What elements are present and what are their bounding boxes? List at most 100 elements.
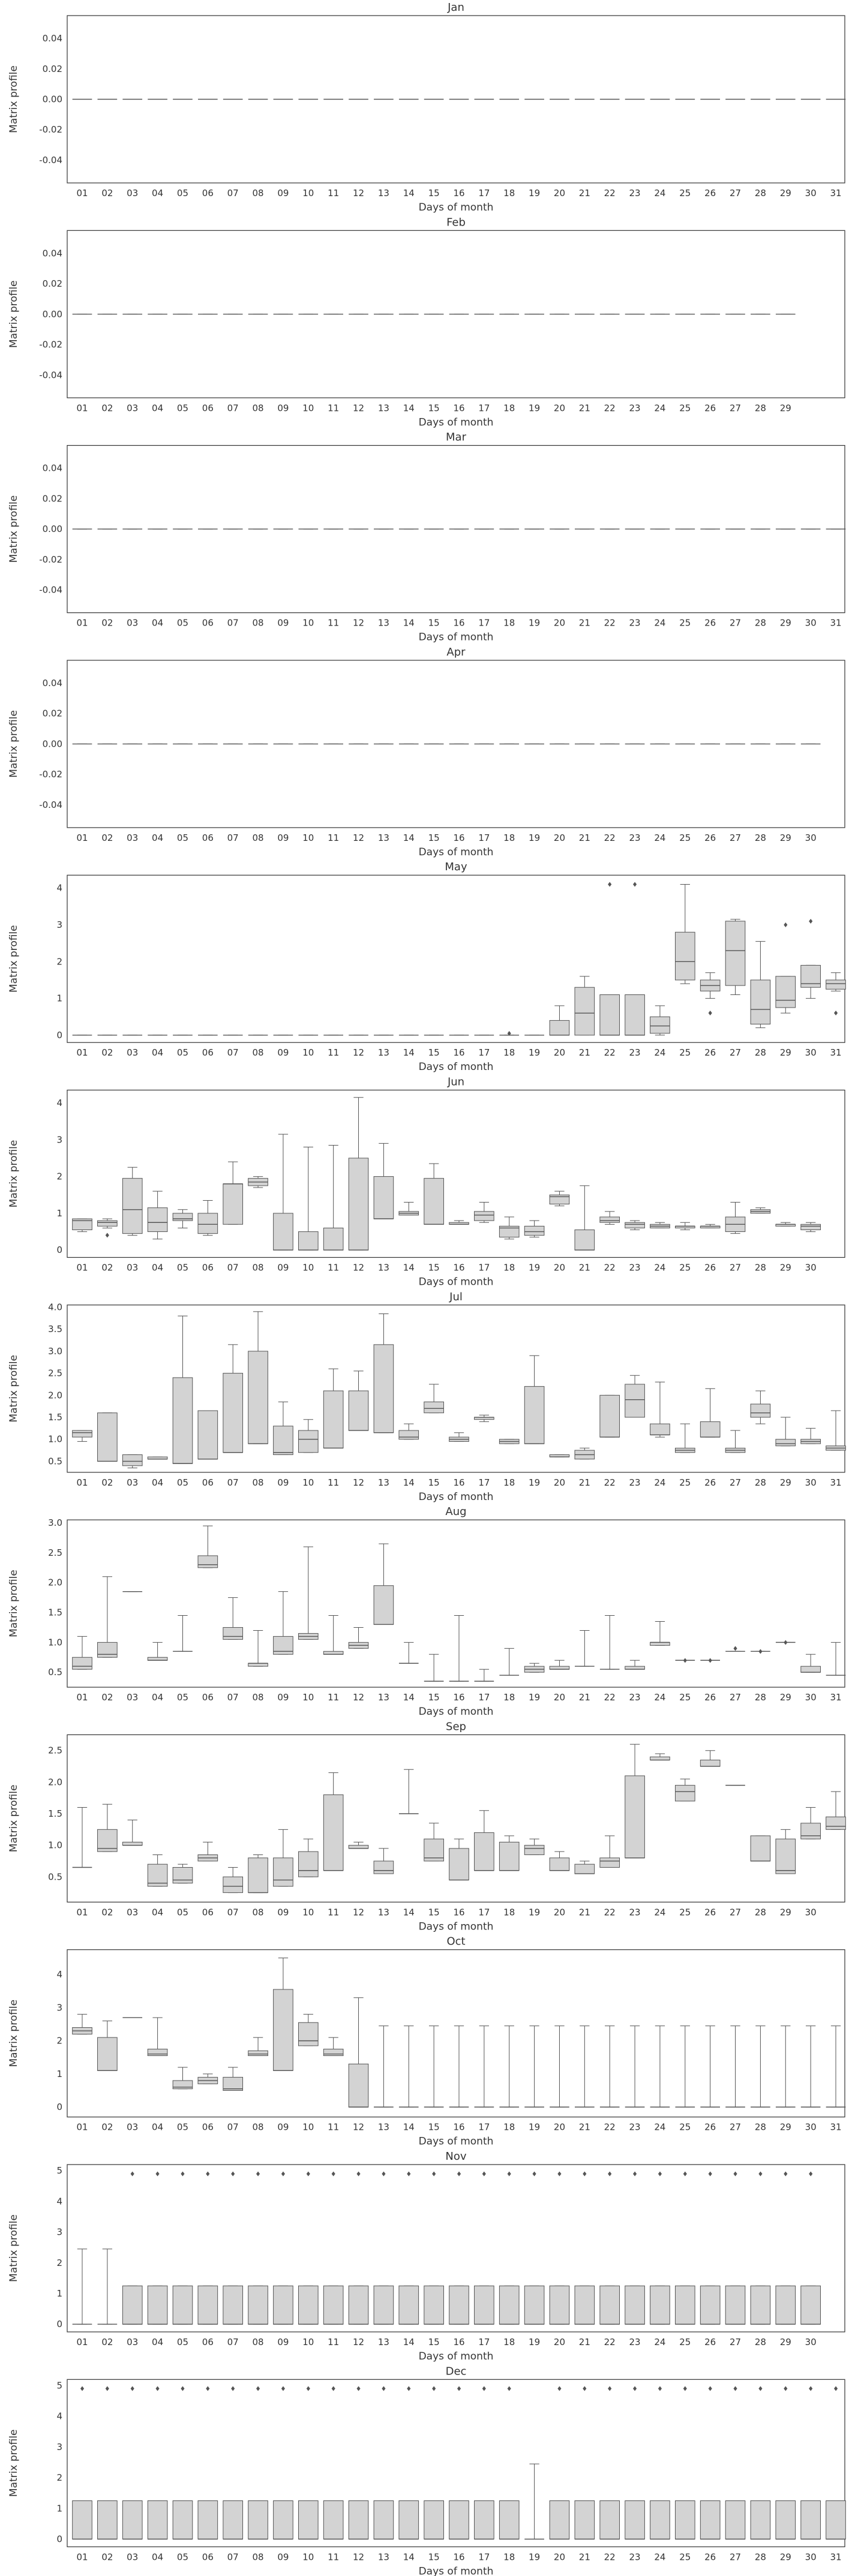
box-iqr bbox=[248, 1663, 268, 1667]
flier-point: ♦ bbox=[180, 2170, 186, 2178]
box-20 bbox=[549, 2500, 570, 2540]
x-tick-label: 10 bbox=[302, 1907, 314, 1917]
y-tick-label: 2 bbox=[56, 2258, 62, 2268]
x-tick-label: 02 bbox=[101, 2122, 113, 2133]
box-25 bbox=[675, 2025, 695, 2108]
box-iqr bbox=[122, 1841, 143, 1846]
box-iqr bbox=[599, 2500, 620, 2540]
box-24 bbox=[650, 1005, 670, 1036]
x-tick-label: 16 bbox=[453, 1477, 464, 1488]
x-tick-label: 18 bbox=[503, 1692, 515, 1703]
box-07 bbox=[223, 1161, 244, 1225]
x-tick-label: 09 bbox=[277, 2551, 289, 2562]
x-tick-label: 17 bbox=[478, 2551, 490, 2562]
box-19 bbox=[524, 2463, 544, 2540]
x-tick-label: 12 bbox=[353, 1477, 364, 1488]
x-tick-label: 04 bbox=[152, 1477, 163, 1488]
box-iqr bbox=[223, 2285, 244, 2325]
x-tick-label: 30 bbox=[805, 2337, 817, 2347]
box-29 bbox=[775, 2285, 796, 2325]
x-tick-label: 01 bbox=[76, 832, 88, 843]
box-iqr bbox=[599, 2285, 620, 2325]
x-tick-label: 31 bbox=[830, 2551, 841, 2562]
box-iqr bbox=[524, 2285, 545, 2325]
flier-point: ♦ bbox=[255, 2385, 261, 2393]
box-22 bbox=[599, 2285, 620, 2325]
x-tick-label: 06 bbox=[202, 1692, 214, 1703]
box-13 bbox=[373, 2500, 394, 2540]
x-tick-label: 09 bbox=[277, 2122, 289, 2133]
flier-point: ♦ bbox=[280, 2170, 286, 2178]
box-iqr bbox=[499, 2285, 520, 2325]
box-20 bbox=[549, 1191, 570, 1207]
box-23 bbox=[625, 2500, 645, 2540]
box-09 bbox=[273, 2500, 293, 2540]
box-22 bbox=[599, 1394, 620, 1438]
box-02 bbox=[97, 1218, 118, 1228]
box-04 bbox=[147, 1642, 168, 1661]
flier-point: ♦ bbox=[356, 2170, 362, 2178]
x-tick-label: 26 bbox=[704, 1263, 716, 1273]
x-tick-label: 23 bbox=[629, 1263, 641, 1273]
box-15 bbox=[424, 2285, 444, 2325]
x-axis-label: Days of month bbox=[419, 2136, 494, 2148]
box-iqr bbox=[750, 979, 771, 1025]
box-18 bbox=[499, 1648, 520, 1676]
flier-point: ♦ bbox=[682, 1657, 688, 1664]
box-iqr bbox=[373, 1860, 394, 1874]
x-tick-label: 11 bbox=[328, 618, 339, 629]
panel-aug: Aug Days of month Matrix profile 0.5 1.0 1.5 2… bbox=[8, 1505, 846, 1718]
box-iqr bbox=[298, 1851, 319, 1877]
box-iqr bbox=[398, 2500, 419, 2540]
box-iqr bbox=[223, 1627, 244, 1640]
y-axis-label: Matrix profile bbox=[8, 1785, 20, 1853]
box-iqr bbox=[298, 2022, 319, 2046]
box-iqr bbox=[147, 2048, 168, 2056]
x-tick-label: 16 bbox=[453, 2337, 464, 2347]
box-iqr bbox=[725, 2285, 746, 2325]
x-tick-label: 10 bbox=[302, 188, 314, 199]
box-08 bbox=[248, 2037, 268, 2056]
x-tick-label: 12 bbox=[353, 2122, 364, 2133]
x-tick-label: 04 bbox=[152, 832, 163, 843]
box-19 bbox=[524, 1355, 545, 1444]
x-tick-label: 16 bbox=[453, 402, 464, 413]
box-16 bbox=[449, 1615, 469, 1682]
box-iqr bbox=[524, 1386, 545, 1444]
box-iqr bbox=[499, 1841, 520, 1871]
panel-sep: Sep Days of month Matrix profile 0.5 1.0 1.5 2… bbox=[8, 1720, 846, 1932]
x-tick-label: 02 bbox=[101, 1047, 113, 1058]
x-tick-label: 11 bbox=[328, 1692, 339, 1703]
x-tick-label: 24 bbox=[654, 188, 665, 199]
box-01 bbox=[72, 2500, 92, 2540]
x-tick-label: 07 bbox=[227, 1477, 239, 1488]
box-11 bbox=[323, 2500, 344, 2540]
box-iqr bbox=[72, 2500, 92, 2540]
x-axis-label: Days of month bbox=[419, 2565, 494, 2576]
x-tick-label: 25 bbox=[679, 1477, 691, 1488]
flier-point: ♦ bbox=[707, 2170, 713, 2178]
x-tick-label: 20 bbox=[554, 1907, 565, 1917]
x-tick-label: 16 bbox=[453, 1047, 464, 1058]
box-iqr bbox=[775, 2500, 796, 2540]
x-tick-label: 23 bbox=[629, 2337, 641, 2347]
box-12 bbox=[348, 1370, 369, 1431]
box-iqr bbox=[650, 2285, 670, 2325]
x-axis-label: Days of month bbox=[419, 1706, 494, 1718]
box-iqr bbox=[499, 1225, 520, 1238]
x-tick-label: 22 bbox=[604, 2122, 616, 2133]
flier-point: ♦ bbox=[532, 2170, 538, 2178]
box-05 bbox=[172, 1209, 193, 1228]
box-iqr bbox=[424, 1401, 444, 1414]
box-03 bbox=[122, 1454, 143, 1468]
flier-point: ♦ bbox=[155, 2385, 161, 2393]
flier-point: ♦ bbox=[431, 2170, 437, 2178]
box-28 bbox=[750, 941, 771, 1029]
box-iqr bbox=[172, 1377, 193, 1464]
x-tick-label: 08 bbox=[253, 2122, 264, 2133]
box-28 bbox=[750, 2285, 771, 2325]
box-14 bbox=[398, 2285, 419, 2325]
box-18 bbox=[499, 2025, 520, 2108]
flier-point: ♦ bbox=[607, 2170, 613, 2178]
box-02 bbox=[97, 2249, 118, 2325]
